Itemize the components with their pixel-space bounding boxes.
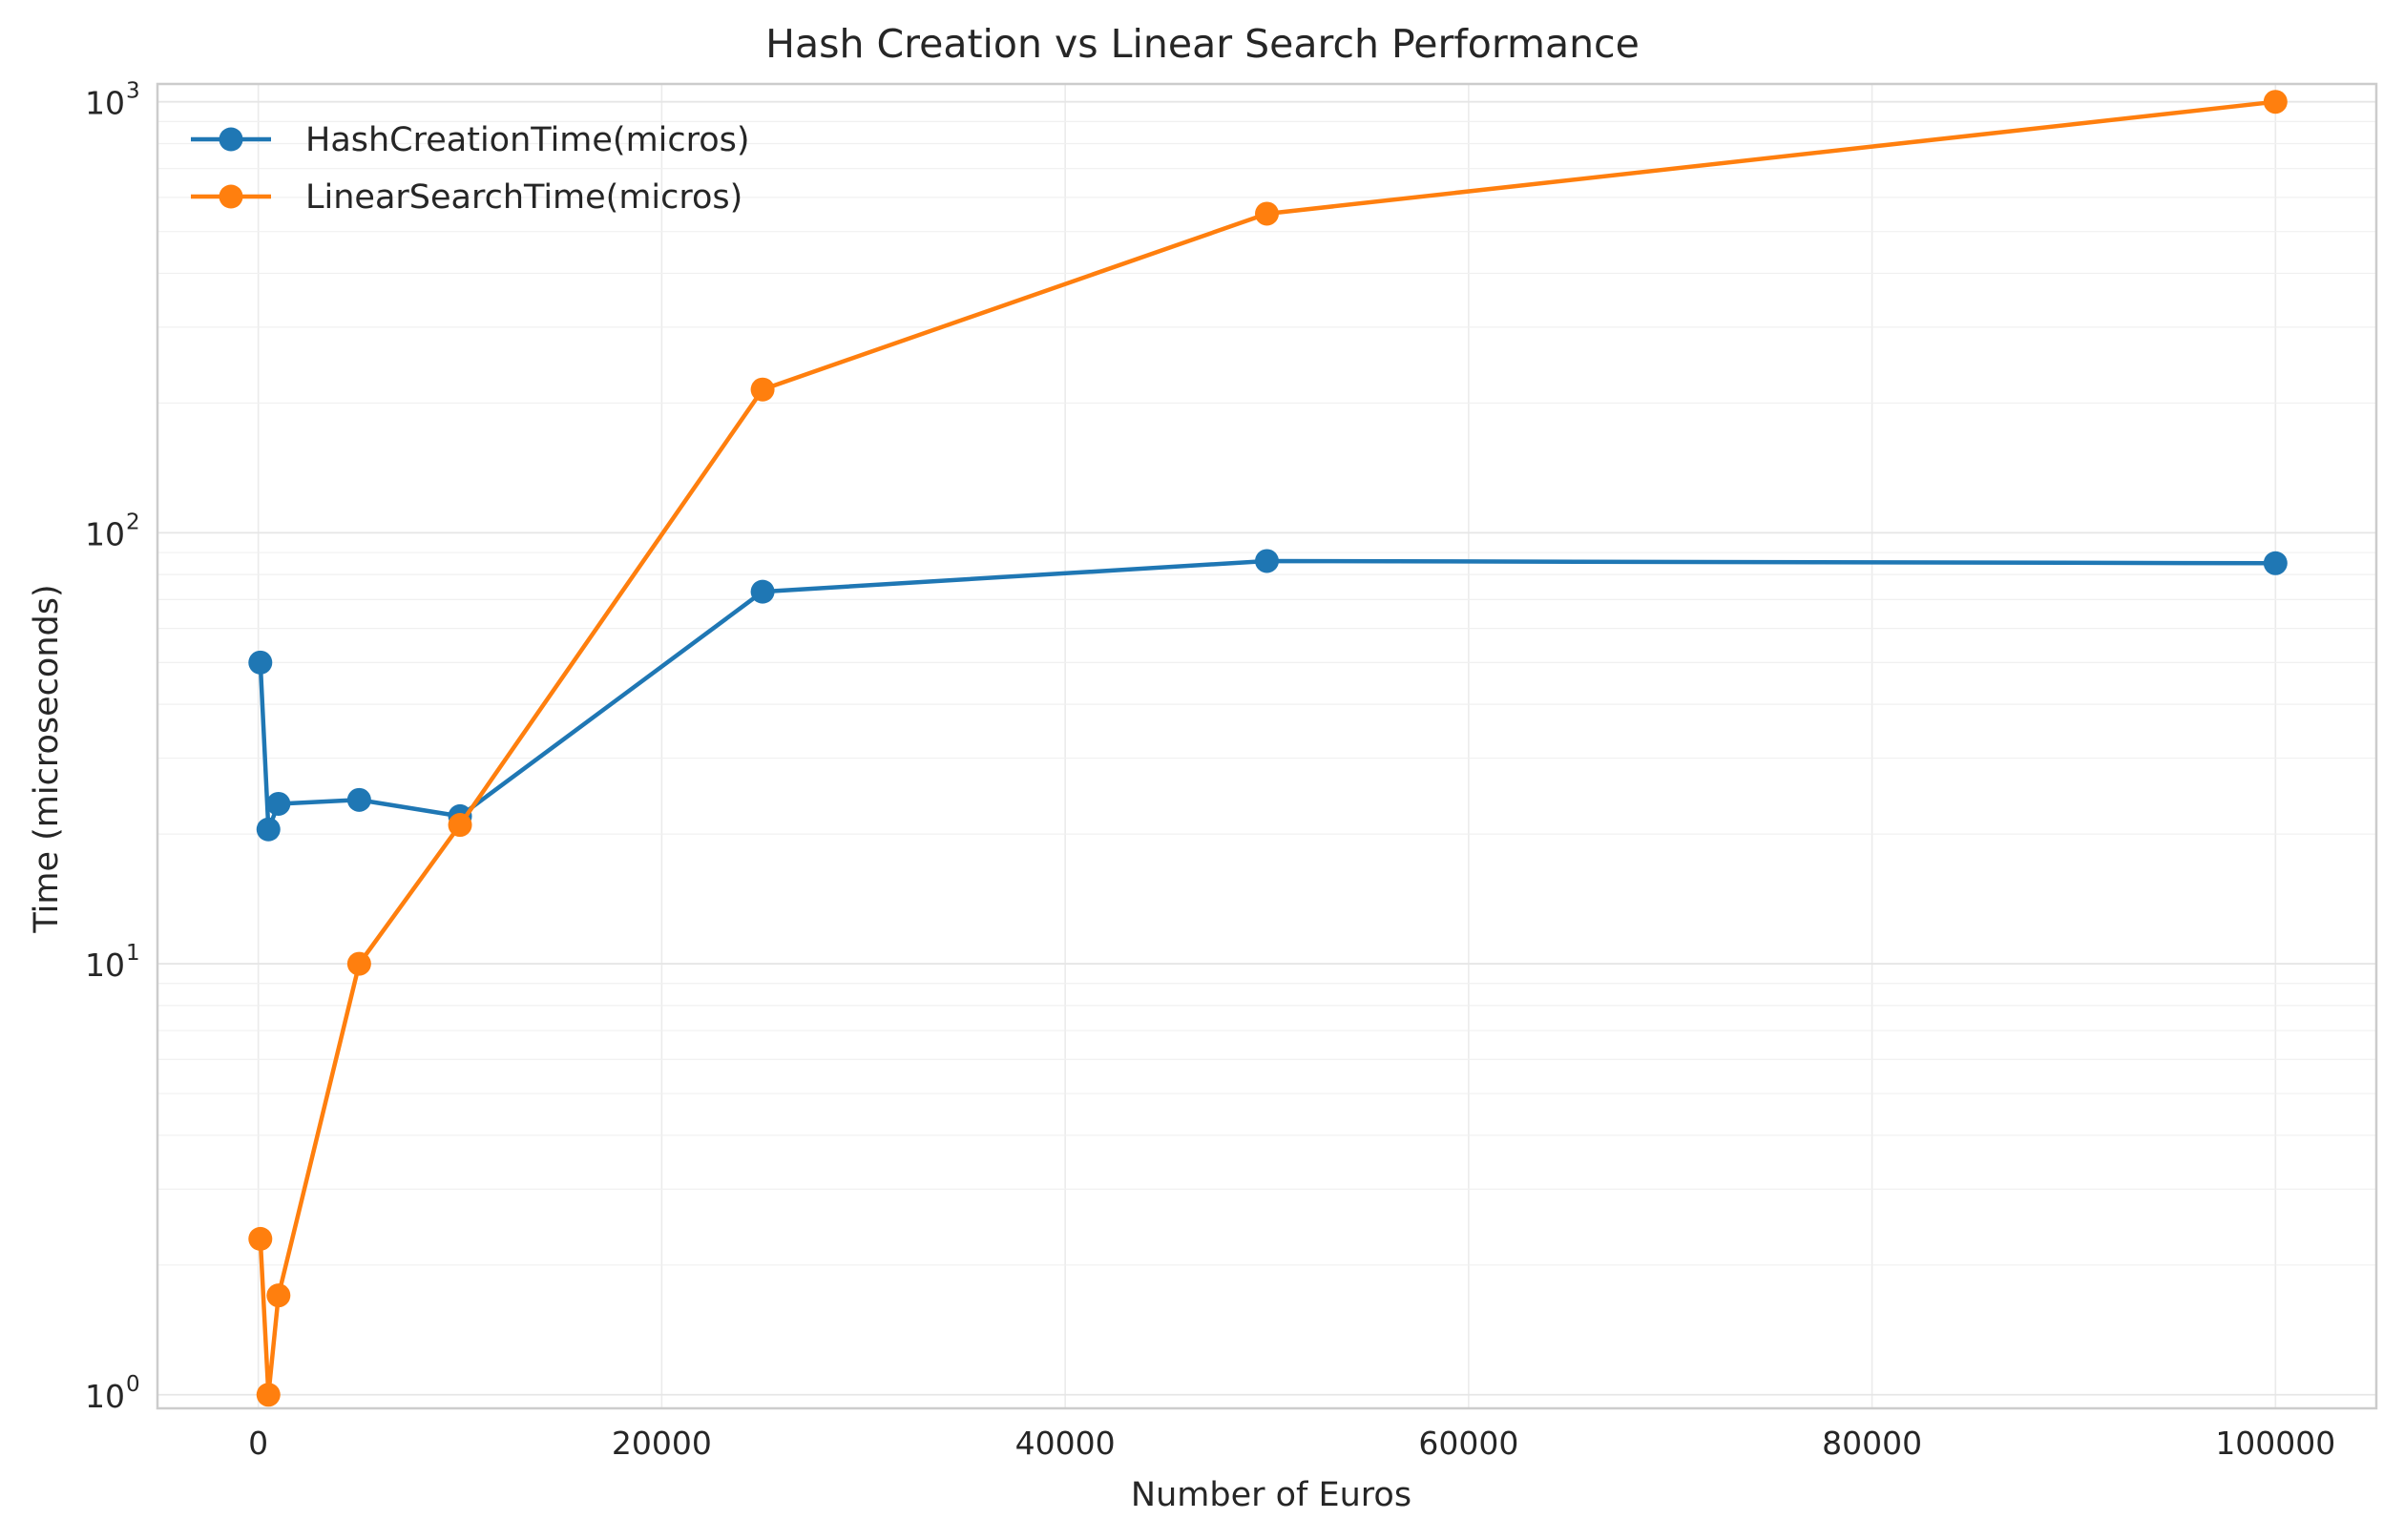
data-point (266, 1283, 291, 1308)
y-axis-label: Time (microseconds) (28, 584, 66, 933)
y-tick-label: 10 (85, 947, 125, 984)
y-tick-exponent: 1 (126, 941, 140, 966)
series-1 (248, 549, 2288, 842)
series-layer (248, 90, 2288, 1407)
data-point (750, 377, 775, 402)
data-point (2263, 90, 2288, 114)
data-point (256, 817, 281, 842)
data-point (346, 787, 371, 812)
data-point (248, 1226, 273, 1251)
data-point (266, 791, 291, 816)
data-point (1255, 549, 1279, 573)
x-tick-label: 20000 (612, 1425, 712, 1462)
data-point (248, 650, 273, 675)
y-tick-exponent: 2 (126, 510, 140, 534)
data-point (448, 813, 472, 838)
legend-label: LinearSearchTime(micros) (305, 178, 742, 217)
y-tick-exponent: 0 (126, 1372, 140, 1397)
data-point (750, 579, 775, 604)
data-point (2263, 551, 2288, 575)
chart-title: Hash Creation vs Linear Search Performan… (765, 21, 1640, 67)
data-point (256, 1383, 281, 1407)
x-tick-label: 0 (248, 1425, 268, 1462)
x-tick-label: 40000 (1015, 1425, 1116, 1462)
legend-item-2: LinearSearchTime(micros) (191, 178, 742, 217)
y-tick-label: 10 (85, 1378, 125, 1415)
series-2 (248, 90, 2288, 1407)
series-line (258, 99, 2276, 1398)
legend-marker (219, 127, 243, 152)
x-tick-label: 60000 (1418, 1425, 1518, 1462)
x-tick-label: 100000 (2215, 1425, 2335, 1462)
y-tick-label: 10 (85, 85, 125, 122)
data-point (1255, 201, 1279, 226)
legend-marker (219, 184, 243, 209)
legend: HashCreationTime(micros) LinearSearchTime… (191, 121, 750, 217)
x-tick-label: 80000 (1822, 1425, 1922, 1462)
legend-item-1: HashCreationTime(micros) (191, 121, 750, 159)
y-tick-label: 10 (85, 515, 125, 552)
legend-label: HashCreationTime(micros) (305, 121, 750, 159)
plot-area-frame (156, 82, 2378, 1410)
data-point (346, 951, 371, 976)
x-axis-label: Number of Euros (1131, 1476, 1411, 1514)
y-tick-exponent: 3 (126, 79, 140, 104)
